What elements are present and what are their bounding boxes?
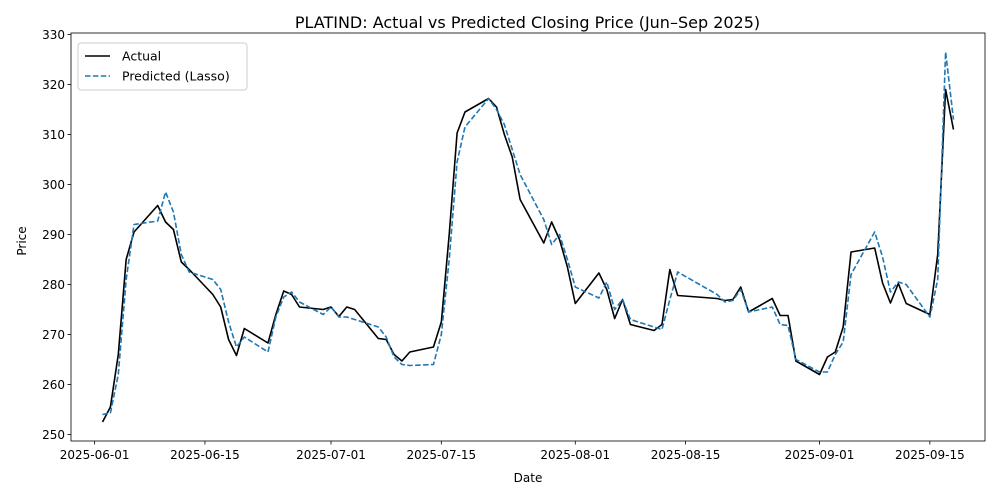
series-line-predicted bbox=[102, 51, 955, 416]
y-axis-label: Price bbox=[15, 226, 29, 255]
x-axis-ticks: 2025-06-01 2025-06-15 2025-07-01 2025-07-15… bbox=[60, 441, 965, 462]
y-tick-label: 300 bbox=[42, 178, 65, 192]
x-tick-label: 2025-08-01 bbox=[540, 448, 610, 462]
y-axis-ticks: 250 260 270 280 290 300 310 320 330 bbox=[42, 28, 71, 442]
legend: Actual Predicted (Lasso) bbox=[77, 42, 248, 91]
y-tick-label: 290 bbox=[42, 228, 65, 242]
legend-box bbox=[77, 42, 248, 91]
y-tick-label: 280 bbox=[42, 278, 65, 292]
x-tick-label: 2025-09-15 bbox=[895, 448, 965, 462]
y-tick-label: 260 bbox=[42, 378, 65, 392]
x-axis-label: Date bbox=[514, 471, 543, 485]
x-tick-label: 2025-06-15 bbox=[170, 448, 240, 462]
y-tick-label: 250 bbox=[42, 428, 65, 442]
y-tick-label: 320 bbox=[42, 78, 65, 92]
chart-title: PLATIND: Actual vs Predicted Closing Pri… bbox=[295, 13, 760, 32]
plot-frame bbox=[70, 32, 986, 442]
x-tick-label: 2025-07-01 bbox=[296, 448, 366, 462]
y-tick-label: 270 bbox=[42, 328, 65, 342]
y-tick-label: 330 bbox=[42, 28, 65, 42]
y-tick-label: 310 bbox=[42, 128, 65, 142]
series-layer bbox=[101, 51, 955, 423]
legend-label-predicted: Predicted (Lasso) bbox=[122, 69, 230, 84]
legend-label-actual: Actual bbox=[122, 49, 161, 64]
x-tick-label: 2025-08-15 bbox=[651, 448, 721, 462]
x-tick-label: 2025-06-01 bbox=[60, 448, 130, 462]
series-line-actual bbox=[101, 88, 955, 423]
x-tick-label: 2025-07-15 bbox=[406, 448, 476, 462]
x-tick-label: 2025-09-01 bbox=[785, 448, 855, 462]
